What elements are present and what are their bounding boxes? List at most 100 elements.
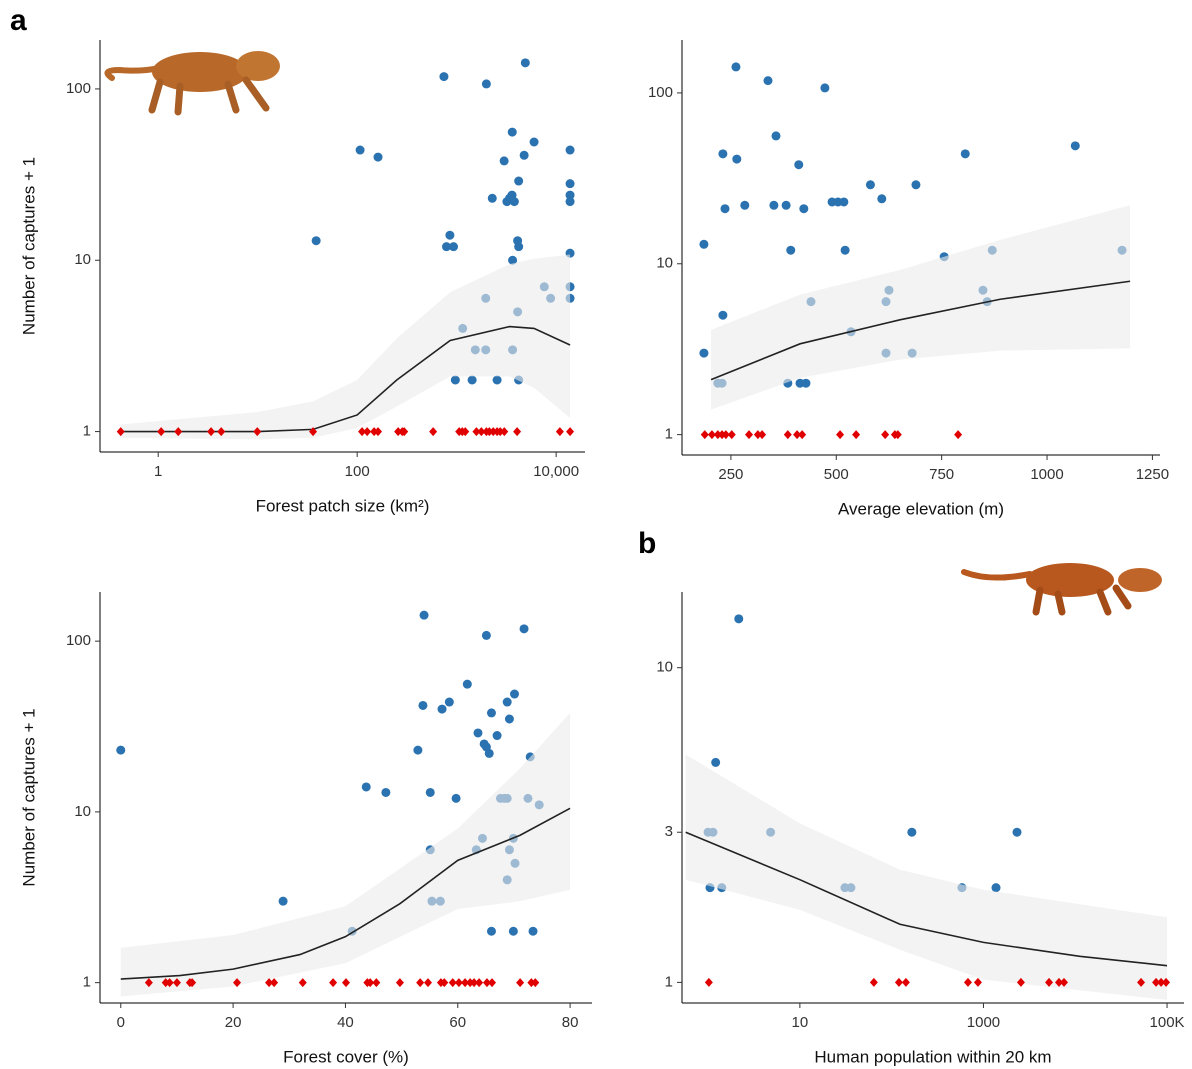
y-tick-label: 10 — [656, 255, 673, 272]
point — [520, 151, 529, 160]
point — [482, 79, 491, 88]
point — [468, 376, 477, 385]
x-axis-label: Average elevation (m) — [838, 499, 1004, 518]
point — [487, 708, 496, 717]
x-tick-label: 750 — [929, 466, 954, 483]
y-axis-label: Number of captures + 1 — [19, 708, 38, 886]
point — [911, 180, 920, 189]
x-tick-label: 60 — [449, 1014, 466, 1031]
x-axis-label: Human population within 20 km — [814, 1047, 1051, 1066]
point — [718, 149, 727, 158]
x-tick-label: 1000 — [1030, 466, 1063, 483]
point — [799, 204, 808, 213]
point — [992, 883, 1001, 892]
x-axis-label: Forest cover (%) — [283, 1047, 409, 1066]
point — [732, 155, 741, 164]
point — [508, 128, 517, 137]
figure: a b 110010,000110100Forest patch size (k… — [0, 0, 1192, 1069]
point — [699, 240, 708, 249]
y-tick-label: 3 — [665, 823, 673, 840]
point — [445, 698, 454, 707]
point — [473, 728, 482, 737]
x-tick-label: 1 — [154, 463, 162, 480]
point — [514, 177, 523, 186]
x-tick-label: 1250 — [1136, 466, 1169, 483]
point — [961, 149, 970, 158]
point — [866, 180, 875, 189]
point — [510, 690, 519, 699]
point — [510, 197, 519, 206]
panel-label: b — [638, 527, 656, 560]
point — [452, 794, 461, 803]
point — [509, 927, 518, 936]
point — [566, 179, 575, 188]
y-tick-label: 10 — [656, 659, 673, 676]
x-tick-label: 0 — [117, 1014, 125, 1031]
point — [1013, 828, 1022, 837]
point — [463, 680, 472, 689]
y-tick-label: 100 — [648, 84, 673, 101]
point — [279, 897, 288, 906]
point — [740, 201, 749, 210]
x-tick-label: 10 — [792, 1014, 809, 1031]
point — [480, 739, 489, 748]
point — [794, 160, 803, 169]
y-tick-label: 10 — [74, 251, 91, 268]
y-tick-label: 1 — [665, 426, 673, 443]
point — [820, 83, 829, 92]
x-tick-label: 100 — [345, 463, 370, 480]
panel-label: a — [10, 4, 27, 37]
y-tick-label: 100 — [66, 632, 91, 649]
point — [763, 76, 772, 85]
point — [493, 376, 502, 385]
point — [841, 246, 850, 255]
point — [445, 231, 454, 240]
point — [449, 242, 458, 251]
point — [1071, 141, 1080, 150]
x-tick-label: 1000 — [967, 1014, 1000, 1031]
point — [720, 204, 729, 213]
y-tick-label: 1 — [83, 974, 91, 991]
point — [487, 927, 496, 936]
point — [769, 201, 778, 210]
y-tick-label: 10 — [74, 803, 91, 820]
point — [521, 58, 530, 67]
point — [505, 714, 514, 723]
point — [786, 246, 795, 255]
point — [514, 242, 523, 251]
x-tick-label: 100K — [1150, 1014, 1185, 1031]
point — [451, 376, 460, 385]
point — [711, 758, 720, 767]
point — [439, 72, 448, 81]
point — [356, 146, 365, 155]
point — [566, 146, 575, 155]
y-tick-label: 100 — [66, 80, 91, 97]
point — [438, 705, 447, 714]
point — [503, 698, 512, 707]
point — [362, 782, 371, 791]
page: a b 110010,000110100Forest patch size (k… — [0, 0, 1192, 1069]
point — [493, 731, 502, 740]
point — [485, 749, 494, 758]
point — [877, 194, 886, 203]
point — [839, 197, 848, 206]
point — [116, 746, 125, 755]
point — [426, 788, 435, 797]
point — [734, 614, 743, 623]
point — [771, 131, 780, 140]
x-axis-label: Forest patch size (km²) — [256, 496, 430, 515]
point — [381, 788, 390, 797]
x-tick-label: 80 — [562, 1014, 579, 1031]
point — [530, 138, 539, 147]
point — [418, 701, 427, 710]
point — [699, 349, 708, 358]
point — [731, 62, 740, 71]
point — [500, 156, 509, 165]
point — [529, 927, 538, 936]
point — [801, 379, 810, 388]
x-tick-label: 250 — [718, 466, 743, 483]
x-tick-label: 10,000 — [533, 463, 579, 480]
point — [566, 197, 575, 206]
y-tick-label: 1 — [83, 423, 91, 440]
point — [488, 194, 497, 203]
